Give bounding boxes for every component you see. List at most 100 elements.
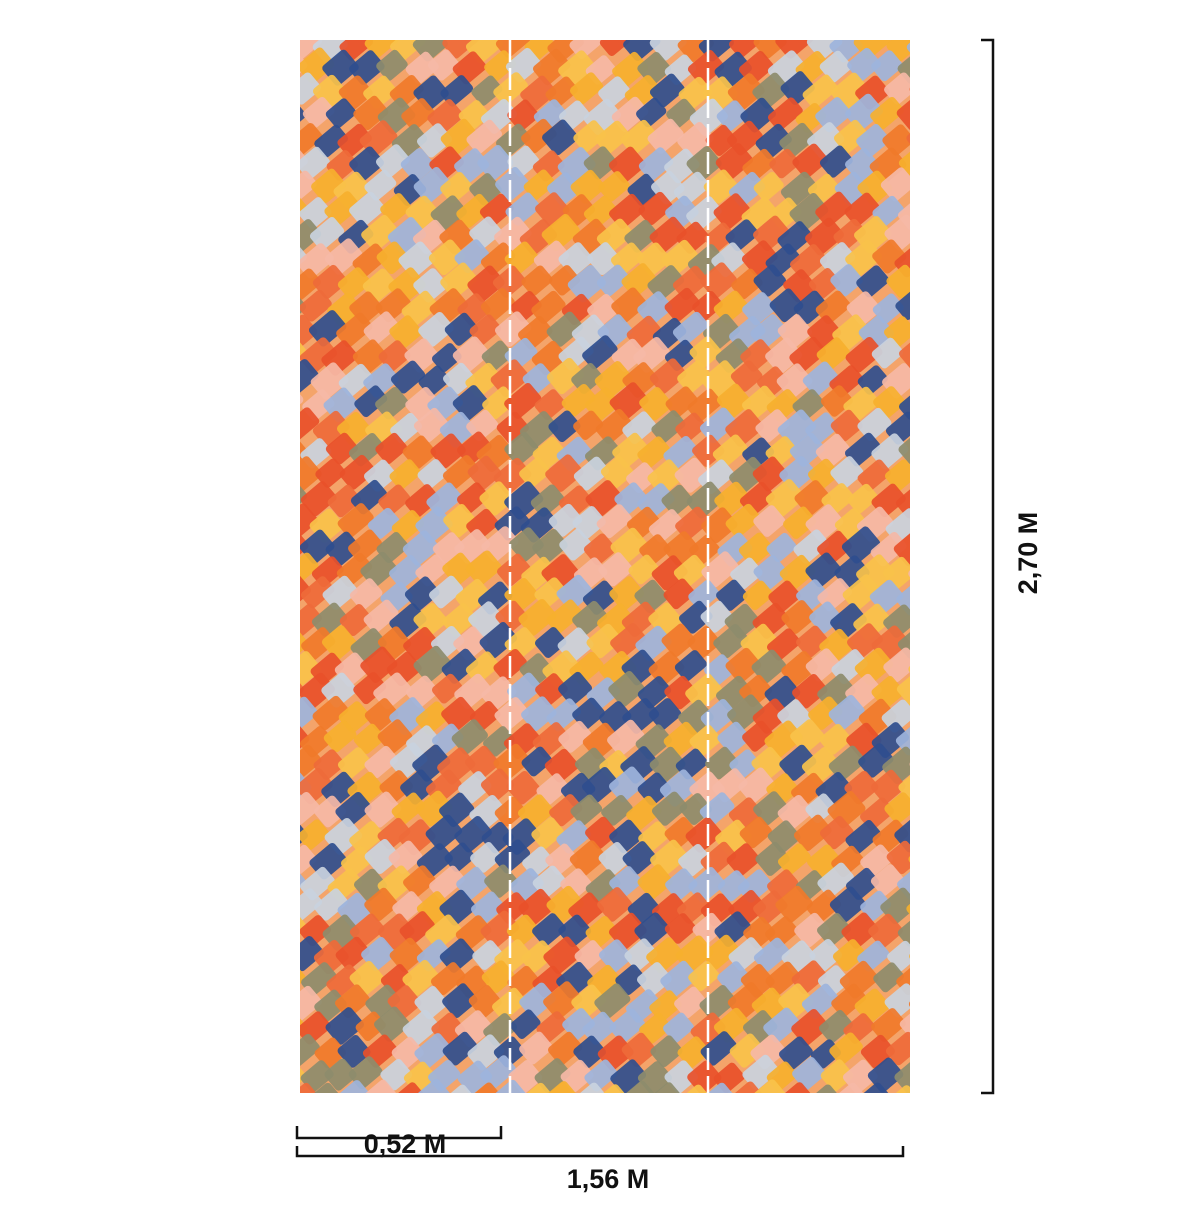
brush-stroke: [324, 1155, 361, 1191]
brush-stroke: [650, 1035, 683, 1068]
brush-stroke: [911, 502, 949, 539]
brush-pattern: [230, 0, 1093, 1200]
brush-stroke: [610, 1059, 647, 1093]
brush-stroke: [925, 193, 959, 227]
brush-stroke: [300, 936, 324, 972]
brush-stroke: [1039, 410, 1078, 447]
brush-stroke: [920, 336, 956, 372]
brush-stroke: [412, 40, 448, 62]
brush-stroke: [975, 1107, 1014, 1145]
brush-stroke: [789, 336, 827, 373]
brush-stroke: [909, 71, 910, 105]
brush-stroke: [594, 1084, 630, 1093]
brush-stroke: [380, 1058, 413, 1091]
brush-stroke: [416, 123, 453, 158]
brush-stroke: [364, 745, 398, 779]
brush-stroke: [315, 458, 346, 488]
brush-stroke: [906, 119, 910, 155]
brush-stroke: [375, 144, 410, 178]
brush-stroke: [945, 863, 984, 900]
brush-stroke: [985, 836, 1027, 877]
brush-stroke: [819, 1010, 853, 1043]
brush-stroke: [845, 336, 883, 373]
brush-stroke: [742, 1054, 779, 1091]
brush-stroke: [431, 673, 463, 704]
brush-stroke: [870, 97, 904, 130]
brush-stroke: [230, 0, 265, 15]
brush-stroke: [349, 578, 383, 611]
brush-stroke: [931, 838, 972, 877]
brush-stroke: [921, 243, 958, 280]
brush-stroke: [858, 1178, 896, 1200]
brush-stroke: [1024, 1154, 1062, 1191]
brush-stroke: [805, 1130, 842, 1166]
brush-stroke: [300, 819, 330, 850]
brush-stroke: [1051, 909, 1093, 950]
brush-stroke: [1011, 167, 1046, 202]
brush-stroke: [947, 724, 982, 758]
brush-stroke: [842, 0, 880, 35]
brush-stroke: [233, 1127, 272, 1164]
brush-stroke: [832, 939, 866, 972]
brush-stroke: [934, 696, 971, 732]
brush-stroke: [742, 580, 774, 611]
brush-stroke: [921, 289, 960, 328]
brush-stroke: [533, 240, 570, 275]
brush-stroke: [452, 385, 489, 421]
brush-stroke: [701, 507, 738, 544]
brush-stroke: [488, 1128, 529, 1168]
brush-stroke: [571, 363, 603, 394]
brush-stroke: [873, 962, 904, 993]
brush-stroke: [834, 119, 869, 154]
brush-stroke: [716, 579, 748, 611]
brush-stroke: [860, 890, 892, 921]
brush-stroke: [677, 360, 711, 394]
brush-stroke: [335, 791, 372, 828]
brush-stroke: [519, 1031, 553, 1065]
brush-stroke: [871, 337, 904, 369]
brush-stroke: [364, 887, 399, 922]
brush-stroke: [962, 460, 996, 493]
brush-stroke: [808, 696, 843, 730]
brush-stroke: [634, 1103, 673, 1141]
brush-stroke: [258, 1125, 298, 1163]
brush-stroke: [376, 49, 408, 81]
brush-stroke: [738, 767, 776, 804]
brush-stroke: [362, 1177, 397, 1200]
brush-stroke: [466, 409, 499, 442]
brush-stroke: [1010, 72, 1048, 109]
brush-stroke: [258, 459, 294, 494]
brush-stroke: [703, 169, 739, 204]
brush-stroke: [548, 503, 583, 537]
brush-stroke: [957, 984, 996, 1022]
brush-stroke: [949, 1012, 987, 1048]
brush-stroke: [263, 792, 297, 825]
brush-stroke: [661, 623, 696, 657]
brush-stroke: [444, 842, 475, 873]
brush-stroke: [830, 456, 864, 489]
brush-stroke: [556, 574, 593, 611]
brush-stroke: [559, 528, 592, 561]
brush-stroke: [755, 842, 790, 876]
brush-stroke: [353, 672, 387, 705]
brush-stroke: [243, 770, 281, 807]
brush-stroke: [921, 385, 958, 421]
brush-stroke: [244, 913, 281, 949]
brush-stroke: [543, 936, 582, 975]
brush-stroke: [792, 673, 828, 709]
brush-stroke: [790, 719, 825, 754]
brush-stroke: [898, 432, 910, 465]
brush-stroke: [245, 530, 282, 566]
brush-stroke: [574, 940, 606, 970]
brush-stroke: [597, 887, 633, 922]
brush-stroke: [985, 795, 1024, 832]
brush-stroke: [1050, 479, 1088, 516]
brush-stroke: [312, 410, 350, 447]
brush-stroke: [531, 290, 566, 324]
brush-stroke: [958, 1035, 995, 1071]
brush-stroke: [840, 1153, 879, 1191]
brush-stroke: [402, 1009, 440, 1046]
brush-stroke: [947, 237, 988, 277]
brush-stroke: [1026, 146, 1064, 182]
brush-stroke: [819, 0, 858, 38]
